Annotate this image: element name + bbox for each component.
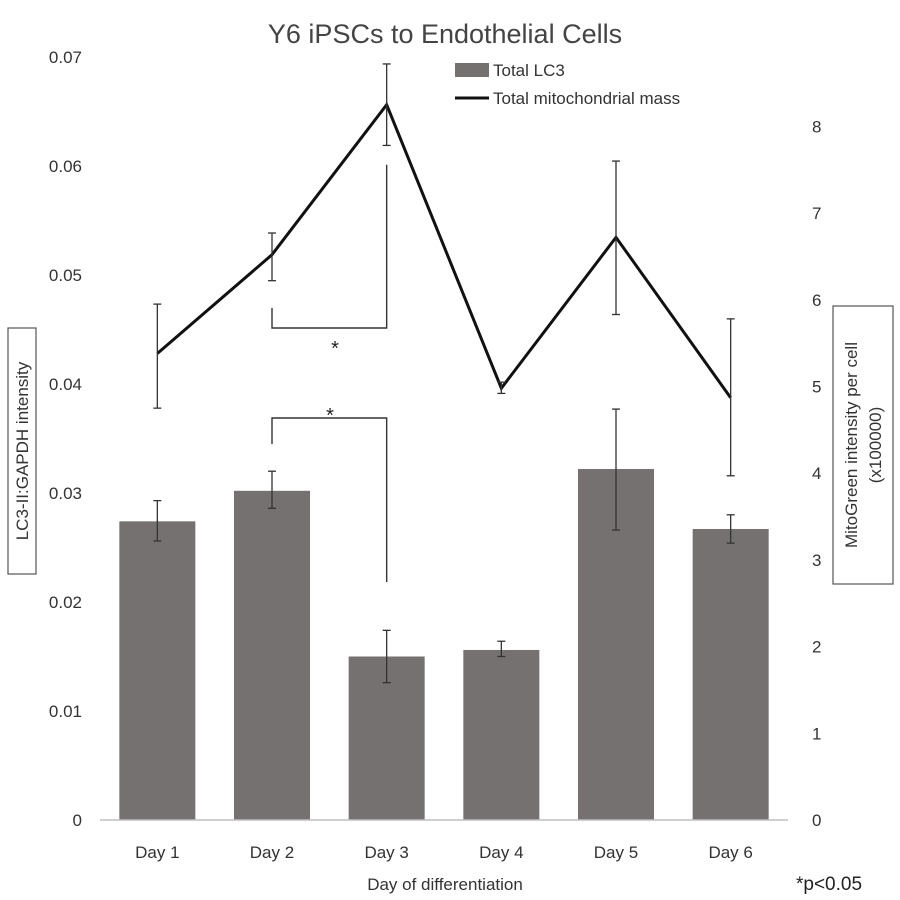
y-right-tick-label: 5	[812, 377, 821, 396]
bar-series	[119, 469, 769, 820]
y-axis-left-title-box	[7, 327, 37, 575]
y-left-tick-label: 0.02	[49, 593, 82, 612]
significance-brackets	[271, 164, 388, 582]
significance-footnote: *p<0.05	[796, 874, 862, 895]
bar-error-day-3	[382, 629, 391, 684]
y-left-tick-label: 0.04	[49, 375, 82, 394]
line-error-day-5	[612, 160, 620, 316]
y-axis-left: 0 0.01 0.02 0.03 0.04 0.05 0.06 0.07	[49, 48, 82, 830]
bar-error-bars	[153, 408, 735, 684]
line-series-mitochondrial-mass	[156, 101, 732, 399]
y-left-tick-label: 0.07	[49, 48, 82, 67]
y-axis-left-title: LC3-II:GAPDH intensity	[7, 327, 37, 575]
line-error-day-3	[382, 63, 391, 147]
y-axis-right: 0 1 2 3 4 5 6 7 8	[812, 117, 821, 830]
y-right-tick-label: 2	[812, 638, 821, 657]
significance-bracket-line	[271, 164, 388, 329]
y-right-tick-label: 0	[812, 811, 821, 830]
y-axis-left-title-text: LC3-II:GAPDH intensity	[13, 361, 32, 540]
legend-swatch-total-lc3	[455, 63, 489, 77]
line-error-day-4	[497, 381, 506, 395]
bar-error-day-6	[726, 514, 735, 544]
y-axis-right-title-box	[832, 305, 894, 585]
bar-day-4	[463, 649, 540, 820]
line-error-day-1	[153, 303, 162, 409]
line-error-bars	[153, 63, 735, 477]
bar-error-day-2	[268, 470, 276, 509]
bar-error-day-4	[497, 640, 506, 658]
legend: Total LC3 Total mitochondrial mass	[455, 61, 680, 108]
bar-day-1	[119, 521, 196, 820]
x-tick-label-day-4: Day 4	[479, 843, 523, 862]
x-tick-label-day-1: Day 1	[135, 843, 179, 862]
bar-error-day-1	[153, 499, 162, 542]
x-tick-label-day-2: Day 2	[250, 843, 294, 862]
x-tick-label-day-3: Day 3	[364, 843, 408, 862]
bar-day-2	[234, 490, 310, 820]
y-left-tick-label: 0.05	[49, 266, 82, 285]
y-left-tick-label: 0	[73, 811, 82, 830]
y-left-tick-label: 0.06	[49, 157, 82, 176]
line-error-day-2	[268, 232, 276, 282]
y-right-tick-label: 4	[812, 464, 821, 483]
bar-day-3	[348, 656, 425, 820]
y-right-tick-label: 7	[812, 204, 821, 223]
y-axis-right-title: MitoGreen intensity per cell (x100000)	[832, 305, 894, 585]
significance-bracket-bar	[271, 417, 388, 582]
y-axis-right-title-line2: (x100000)	[866, 407, 885, 484]
y-right-tick-label: 6	[812, 291, 821, 310]
y-right-tick-label: 8	[812, 117, 821, 136]
significance-star-line: *	[331, 338, 339, 360]
legend-label-total-lc3: Total LC3	[493, 61, 565, 80]
bar-error-day-5	[612, 408, 620, 531]
y-left-tick-label: 0.01	[49, 702, 82, 721]
significance-star-bar: *	[326, 405, 334, 427]
line-error-day-6	[726, 318, 735, 477]
x-tick-label-day-6: Day 6	[708, 843, 752, 862]
x-axis-title: Day of differentiation	[367, 875, 523, 894]
y-right-tick-label: 1	[812, 724, 821, 743]
y-left-tick-label: 0.03	[49, 484, 82, 503]
bar-day-6	[692, 528, 769, 820]
y-right-tick-label: 3	[812, 551, 821, 570]
chart-title: Y6 iPSCs to Endothelial Cells	[268, 19, 622, 49]
x-axis-tick-labels: Day 1 Day 2 Day 3 Day 4 Day 5 Day 6	[135, 843, 753, 862]
x-tick-label-day-5: Day 5	[594, 843, 638, 862]
y-axis-right-title-line1: MitoGreen intensity per cell	[842, 342, 861, 548]
legend-label-mitochondrial-mass: Total mitochondrial mass	[493, 89, 680, 108]
